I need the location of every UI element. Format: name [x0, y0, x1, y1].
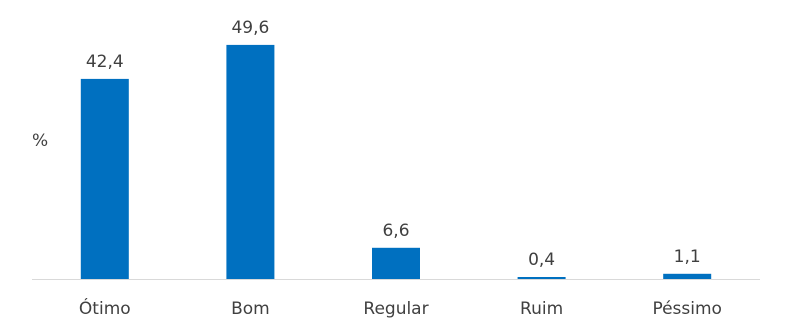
- bar-1: [226, 44, 275, 280]
- data-label-1: 49,6: [231, 18, 269, 38]
- bar-3: [517, 277, 566, 279]
- bar-2: [372, 247, 420, 279]
- category-label-4: Péssimo: [652, 299, 722, 319]
- category-label-1: Bom: [231, 299, 270, 319]
- category-label-0: Ótimo: [79, 297, 131, 319]
- data-label-0: 42,4: [86, 52, 124, 72]
- y-axis-label: %: [32, 131, 49, 151]
- data-label-4: 1,1: [674, 247, 701, 267]
- bar-4: [663, 273, 712, 279]
- category-label-3: Ruim: [520, 299, 563, 319]
- category-label-2: Regular: [363, 299, 428, 319]
- bar-0: [80, 78, 129, 280]
- data-label-3: 0,4: [528, 250, 555, 270]
- data-label-2: 6,6: [382, 221, 409, 241]
